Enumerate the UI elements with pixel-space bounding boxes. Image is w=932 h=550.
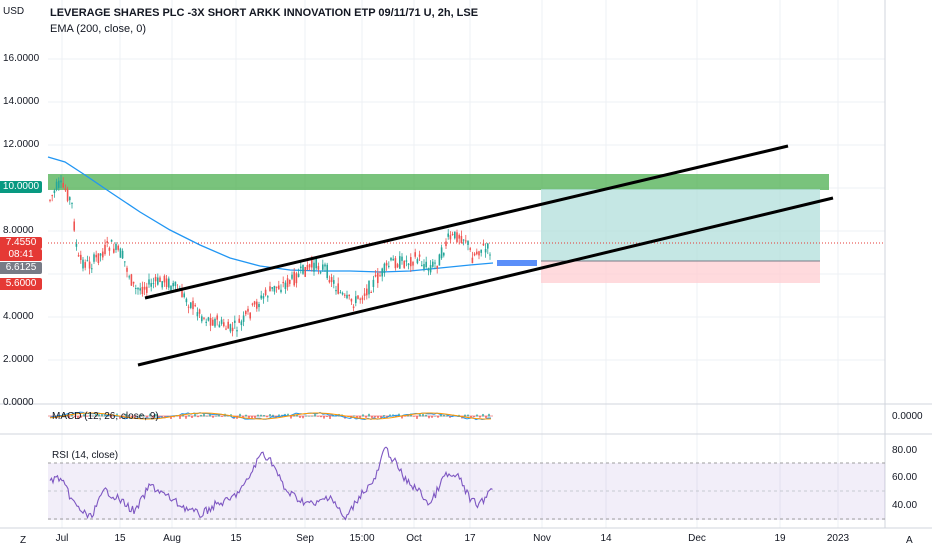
channel-upper-line[interactable]	[144, 144, 789, 300]
x-tick: Aug	[163, 533, 181, 544]
rsi-line	[49, 446, 493, 521]
y-tick: 0.0000	[3, 397, 34, 408]
timezone-button[interactable]: Z	[20, 535, 27, 546]
stop-price-tag: 5.6000	[0, 278, 42, 290]
rsi-level-40: 40.00	[892, 500, 918, 511]
x-tick: Nov	[533, 533, 551, 544]
y-tick: 2.0000	[3, 354, 34, 365]
y-tick: 12.0000	[3, 139, 40, 150]
last-price-tag: 7.4550	[0, 237, 42, 249]
ema-line	[47, 156, 494, 273]
target-price-tag: 10.0000	[0, 181, 42, 193]
x-tick: 15	[114, 533, 126, 544]
loss-zone[interactable]	[541, 261, 820, 283]
y-tick: 8.0000	[3, 225, 34, 236]
x-tick: 15:00	[349, 533, 375, 544]
macd-label[interactable]: MACD (12, 26, close, 9)	[52, 411, 159, 422]
channel-lower-line[interactable]	[137, 196, 834, 367]
target-zone[interactable]	[48, 174, 829, 190]
x-tick: 14	[600, 533, 612, 544]
currency-label: USD	[3, 6, 25, 17]
rsi-level-60: 60.00	[892, 472, 918, 483]
macd-value: 0.0000	[892, 411, 923, 422]
entry-price-tag: 6.6125	[0, 262, 42, 274]
y-tick: 4.0000	[3, 311, 34, 322]
x-tick: Oct	[406, 533, 422, 544]
profit-zone[interactable]	[541, 189, 820, 261]
x-tick: Jul	[55, 533, 69, 544]
candles	[49, 174, 491, 337]
y-tick: 14.0000	[3, 96, 40, 107]
rsi-label[interactable]: RSI (14, close)	[52, 450, 119, 461]
x-tick: 2023	[826, 533, 850, 544]
chart-title: LEVERAGE SHARES PLC -3X SHORT ARKK INNOV…	[50, 7, 479, 19]
x-tick: 17	[464, 533, 476, 544]
bar-countdown: 08:41	[0, 249, 42, 261]
x-tick: Dec	[688, 533, 706, 544]
y-tick: 16.0000	[3, 53, 40, 64]
rsi-level-80: 80.00	[892, 445, 918, 456]
x-tick: 15	[230, 533, 242, 544]
x-tick: Sep	[296, 533, 314, 544]
macd-panel[interactable]	[48, 411, 493, 421]
projection-box[interactable]	[497, 260, 537, 266]
ema-indicator-label[interactable]: EMA (200, close, 0)	[50, 23, 146, 35]
auto-scale-button[interactable]: A	[906, 535, 913, 546]
x-tick: 19	[774, 533, 786, 544]
